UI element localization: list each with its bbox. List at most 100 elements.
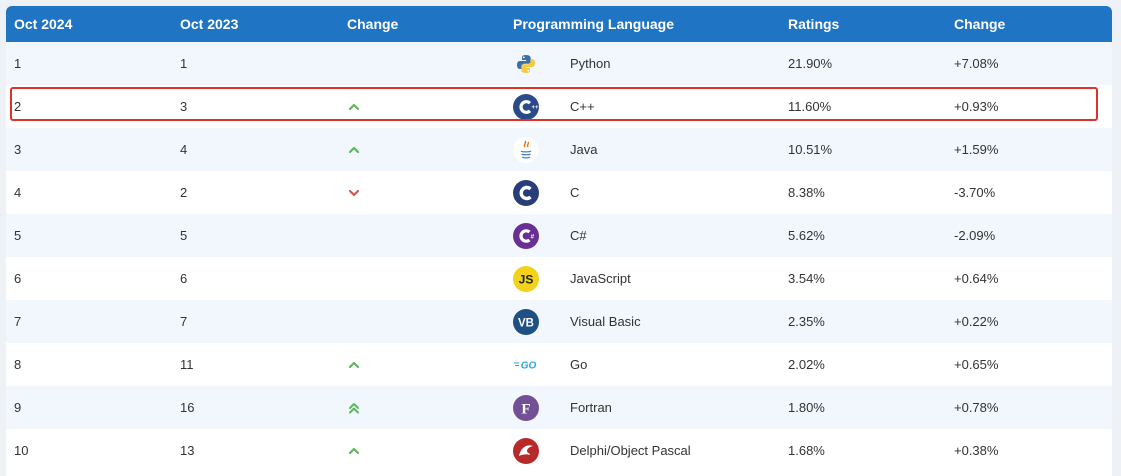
header-rating-change[interactable]: Change [954, 16, 1006, 32]
language-name[interactable]: Java [570, 142, 598, 157]
header-ratings[interactable]: Ratings [788, 16, 840, 32]
current-rank: 2 [14, 99, 22, 114]
language-name[interactable]: C++ [570, 99, 595, 114]
language-logo-cell: VB [505, 300, 570, 343]
csharp-logo-icon: # [513, 222, 539, 249]
table-row[interactable]: 1 1 Python 21.90% +7.08% [6, 42, 1112, 85]
table-row[interactable]: 8 11 GO Go 2.02% +0.65% [6, 343, 1112, 386]
language-logo-cell [505, 42, 570, 85]
rating-change-value: +0.78% [954, 400, 999, 415]
visual-basic-logo-icon: VB [513, 308, 539, 335]
ranking-table-container: Oct 2024 Oct 2023 Change Programming Lan… [6, 6, 1112, 476]
chevron-up-icon [347, 143, 361, 157]
table-row[interactable]: 5 5 # C# 5.62% -2.09% [6, 214, 1112, 257]
previous-rank: 5 [180, 228, 188, 243]
current-rank: 10 [14, 443, 29, 458]
rating-value: 3.54% [788, 271, 825, 286]
rating-value: 2.02% [788, 357, 825, 372]
current-rank: 7 [14, 314, 22, 329]
rating-change-value: +0.65% [954, 357, 999, 372]
current-rank: 3 [14, 142, 22, 157]
svg-text:#: # [531, 233, 535, 240]
table-row[interactable]: 10 13 Delphi/Object Pascal 1.68% +0.38% [6, 429, 1112, 472]
current-rank: 9 [14, 400, 22, 415]
rank-change-cell [339, 343, 505, 386]
language-name[interactable]: Visual Basic [570, 314, 641, 329]
table-row[interactable]: 7 7 VB Visual Basic 2.35% +0.22% [6, 300, 1112, 343]
rating-change-value: +0.38% [954, 443, 999, 458]
rating-change-value: +0.64% [954, 271, 999, 286]
previous-rank: 4 [180, 142, 188, 157]
header-current-rank[interactable]: Oct 2024 [14, 16, 73, 32]
svg-text:JS: JS [519, 272, 534, 286]
language-logo-cell: F [505, 386, 570, 429]
java-logo-icon [513, 136, 539, 163]
current-rank: 8 [14, 357, 22, 372]
language-name[interactable]: Go [570, 357, 588, 372]
table-row[interactable]: 9 16 F Fortran 1.80% +0.78% [6, 386, 1112, 429]
rating-value: 10.51% [788, 142, 833, 157]
language-name[interactable]: JavaScript [570, 271, 631, 286]
double-chevron-up-icon [347, 401, 361, 415]
rank-change-cell [339, 300, 505, 343]
rating-change-value: -2.09% [954, 228, 996, 243]
python-logo-icon [513, 51, 539, 77]
rating-change-value: +0.93% [954, 99, 999, 114]
previous-rank: 16 [180, 400, 195, 415]
rank-change-cell [339, 214, 505, 257]
table-row[interactable]: 3 4 Java 10.51% +1.59% [6, 128, 1112, 171]
javascript-logo-icon: JS [513, 265, 539, 292]
current-rank: 1 [14, 56, 22, 71]
rank-change-cell [339, 85, 505, 128]
language-name[interactable]: C [570, 185, 580, 200]
language-name[interactable]: Delphi/Object Pascal [570, 443, 691, 458]
chevron-up-icon [347, 358, 361, 372]
previous-rank: 13 [180, 443, 195, 458]
language-logo-cell: ++ [505, 85, 570, 128]
previous-rank: 1 [180, 56, 188, 71]
rating-value: 5.62% [788, 228, 825, 243]
previous-rank: 7 [180, 314, 188, 329]
rank-change-cell [339, 171, 505, 214]
language-name[interactable]: Fortran [570, 400, 612, 415]
language-logo-cell [505, 128, 570, 171]
header-programming-language[interactable]: Programming Language [513, 16, 675, 32]
table-row[interactable]: 6 6 JS JavaScript 3.54% +0.64% [6, 257, 1112, 300]
rating-value: 2.35% [788, 314, 825, 329]
language-logo-cell: GO [505, 343, 570, 386]
current-rank: 6 [14, 271, 22, 286]
c-logo-icon [513, 179, 539, 206]
svg-text:F: F [521, 401, 530, 417]
svg-text:GO: GO [521, 360, 537, 371]
rating-change-value: +0.22% [954, 314, 999, 329]
header-rank-change[interactable]: Change [347, 16, 399, 32]
header-previous-rank[interactable]: Oct 2023 [180, 16, 239, 32]
rating-value: 1.68% [788, 443, 825, 458]
cpp-logo-icon: ++ [513, 93, 540, 120]
previous-rank: 6 [180, 271, 188, 286]
language-name[interactable]: Python [570, 56, 611, 71]
delphi-logo-icon [513, 437, 539, 464]
rank-change-cell [339, 42, 505, 85]
rating-value: 11.60% [788, 99, 832, 114]
current-rank: 5 [14, 228, 22, 243]
current-rank: 4 [14, 185, 22, 200]
language-name[interactable]: C# [570, 228, 587, 243]
rank-change-cell [339, 429, 505, 472]
table-row[interactable]: 4 2 C 8.38% -3.70% [6, 171, 1112, 214]
rating-value: 8.38% [788, 185, 825, 200]
rank-change-cell [339, 257, 505, 300]
table-row[interactable]: 2 3 ++ C++ 11.60% +0.93% [6, 85, 1112, 128]
language-logo-cell: # [505, 214, 570, 257]
language-logo-cell [505, 171, 570, 214]
rating-change-value: -3.70% [954, 185, 996, 200]
rank-change-cell [339, 128, 505, 171]
chevron-up-icon [347, 100, 361, 114]
svg-text:++: ++ [532, 105, 540, 111]
fortran-logo-icon: F [513, 394, 539, 421]
rating-value: 21.90% [788, 56, 833, 71]
ranking-table: Oct 2024 Oct 2023 Change Programming Lan… [6, 6, 1112, 472]
previous-rank: 3 [180, 99, 188, 114]
table-header-row: Oct 2024 Oct 2023 Change Programming Lan… [6, 6, 1112, 42]
language-logo-cell: JS [505, 257, 570, 300]
